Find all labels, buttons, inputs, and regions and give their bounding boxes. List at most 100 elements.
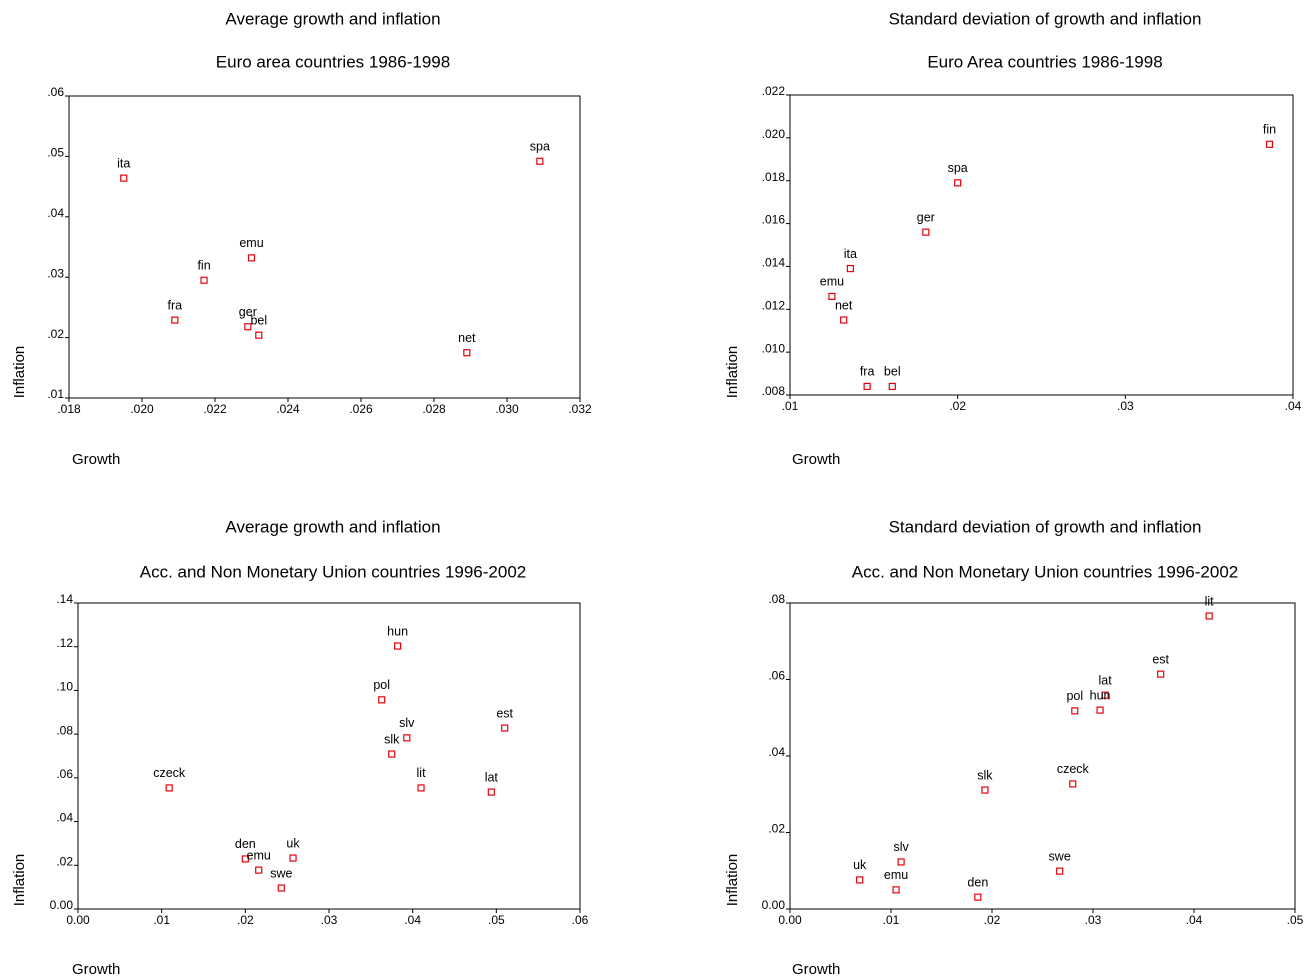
x-axis-title: Growth [72,961,120,978]
point-label: fin [1263,123,1276,137]
y-tick-label: .01 [47,387,64,401]
y-axis-title: Inflation [11,854,28,907]
x-tick-label: .03 [1085,913,1102,927]
point [255,331,263,339]
x-axis-title: Growth [72,451,120,468]
y-tick-label: .02 [768,822,785,836]
point [165,784,173,792]
y-tick-label: .02 [47,327,64,341]
point [897,858,905,866]
chart-panel: Standard deviation of growth and inflati… [724,9,1302,467]
x-tick-label: .04 [404,913,421,927]
y-tick-label: .022 [762,84,786,98]
y-axis-title: Inflation [724,346,741,399]
point-label: emu [884,868,908,882]
y-tick-label: .03 [47,266,64,280]
point-label: net [835,298,853,312]
x-tick-label: .018 [57,402,81,416]
y-tick-label: .018 [762,170,786,184]
point-label: ita [117,156,130,170]
point [241,855,249,863]
point [1071,707,1079,715]
y-tick-label: .014 [762,256,786,270]
point-label: den [235,837,256,851]
y-tick-label: .14 [56,592,73,606]
point [487,788,495,796]
point [536,157,544,165]
chart-panel: Standard deviation of growth and inflati… [724,517,1304,977]
chart-title: Standard deviation of growth and inflati… [889,9,1202,28]
point-label: bel [250,313,267,327]
point-label: slv [399,716,415,730]
point-label: fin [197,259,210,273]
chart-subtitle: Euro Area countries 1986-1998 [927,52,1162,71]
x-axis-title: Growth [792,961,840,978]
chart-subtitle: Acc. and Non Monetary Union countries 19… [140,562,527,581]
y-tick-label: .06 [768,669,785,683]
chart-subtitle: Euro area countries 1986-1998 [216,52,450,71]
point [1265,140,1274,148]
point [922,228,930,236]
point-label: ger [239,305,257,319]
point-label: lat [1099,673,1113,687]
x-tick-label: 0.00 [778,913,802,927]
x-tick-label: .01 [883,913,900,927]
chart-panel: Average growth and inflation Euro area co… [11,9,592,467]
y-tick-label: .020 [762,127,786,141]
point-label: emu [820,275,844,289]
y-tick-label: .08 [768,592,785,606]
point-label: czeck [153,766,186,780]
point [378,696,386,704]
point-label: slv [893,840,909,854]
point-label: ita [844,247,857,261]
point-label: emu [247,848,271,862]
point-label: hun [387,624,408,638]
y-tick-label: .04 [56,811,73,825]
point [1205,612,1213,620]
point [200,276,208,284]
point [394,642,402,650]
point-label: hun [1090,688,1111,702]
x-tick-label: .026 [349,402,373,416]
point [1056,867,1064,875]
x-tick-label: .01 [782,399,799,413]
x-tick-label: .032 [568,402,592,416]
point-label: swe [270,866,292,880]
x-tick-label: .01 [153,913,170,927]
point [255,866,263,874]
point-label: slk [384,732,400,746]
point-label: fra [860,365,875,379]
point [501,724,509,732]
point-label: spa [948,161,968,175]
x-tick-label: .05 [1287,913,1304,927]
point [981,786,989,794]
point [840,316,848,324]
point [1069,780,1077,788]
point [247,254,256,262]
plot-frame [77,602,581,910]
point [417,784,425,792]
point [974,893,982,901]
y-tick-label: .06 [47,85,64,99]
point-label: spa [530,140,550,154]
point [863,382,871,391]
point [244,323,252,331]
point-label: est [496,706,513,720]
point-label: czeck [1057,762,1090,776]
point [892,886,900,894]
point [856,876,864,884]
y-tick-label: .04 [47,206,64,220]
y-tick-label: .06 [56,767,73,781]
x-tick-label: .03 [321,913,338,927]
y-axis-title: Inflation [11,346,28,399]
point [171,316,179,324]
chart-panel: Average growth and inflation Acc. and Non… [11,517,589,977]
x-tick-label: .02 [984,913,1001,927]
y-tick-label: .04 [768,745,785,759]
point [388,750,396,758]
x-tick-label: .02 [949,399,966,413]
point-label: net [458,331,476,345]
x-tick-label: .028 [422,402,446,416]
chart-title: Standard deviation of growth and inflati… [889,517,1202,536]
